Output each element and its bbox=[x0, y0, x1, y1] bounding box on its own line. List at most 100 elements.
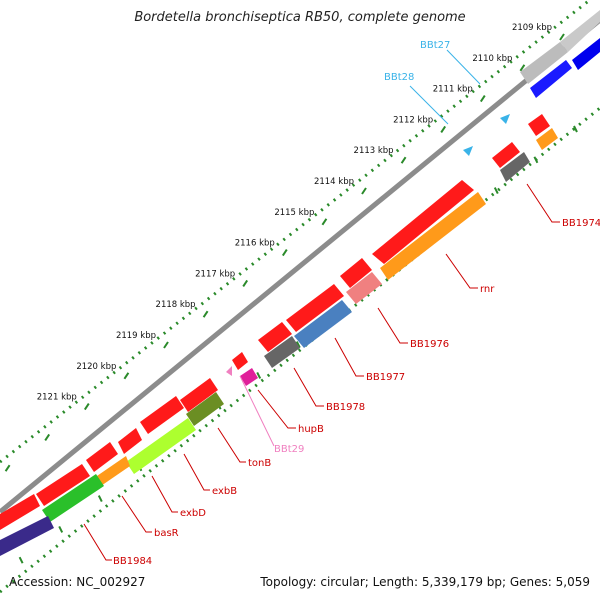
gene-block bbox=[126, 418, 196, 474]
leader-line bbox=[409, 85, 449, 125]
gene-arrow bbox=[258, 322, 292, 352]
gene-block bbox=[0, 516, 54, 556]
ruler-tick bbox=[361, 187, 367, 195]
genome-backbone bbox=[0, 18, 600, 514]
leader-line bbox=[83, 523, 112, 561]
accession-text: Accession: NC_002927 bbox=[9, 575, 146, 589]
gene-arrow bbox=[340, 258, 372, 288]
ruler-tick bbox=[97, 495, 103, 503]
leader-line bbox=[445, 253, 478, 289]
ruler-tick bbox=[479, 95, 486, 103]
gene-block bbox=[500, 152, 530, 182]
leader-line bbox=[121, 495, 152, 533]
ruler-tick bbox=[123, 372, 130, 380]
ruler-tick bbox=[281, 249, 288, 257]
ruler-tick bbox=[4, 464, 11, 472]
ruler-label: 2114 kbp bbox=[314, 177, 354, 187]
ruler-label: 2121 kbp bbox=[37, 393, 77, 403]
ruler-label: 2120 kbp bbox=[76, 362, 116, 372]
leader-line bbox=[183, 453, 210, 491]
ruler-ticks bbox=[4, 33, 578, 564]
gene-block bbox=[42, 474, 104, 522]
gene-block bbox=[560, 10, 600, 52]
gene-block bbox=[240, 368, 258, 386]
gene-label: BB1978 bbox=[326, 402, 365, 413]
leader-line bbox=[239, 375, 275, 447]
gene-label: BB1984 bbox=[113, 556, 152, 567]
ruler-tick bbox=[295, 341, 301, 349]
gene-arrow bbox=[36, 464, 90, 506]
ruler-labels: 2109 kbp 2110 kbp 2111 kbp 2112 kbp 2113 kbp… bbox=[37, 23, 552, 403]
inner-dotted-track bbox=[0, 106, 600, 594]
ruler-tick bbox=[321, 218, 328, 226]
leader-line bbox=[334, 337, 364, 377]
gene-label: BB1974 bbox=[562, 218, 600, 229]
ruler-tick bbox=[18, 556, 24, 564]
feature-labels: BBt27 BBt28 BBt29 BB1974 rnr BB1976 BB19… bbox=[113, 40, 600, 567]
leader-line bbox=[151, 475, 178, 513]
ruler-tick bbox=[440, 125, 447, 133]
trna-marker bbox=[500, 114, 510, 124]
leader-line bbox=[526, 183, 560, 223]
gene-arrow bbox=[528, 114, 550, 136]
leader-line bbox=[257, 389, 296, 429]
gene-block bbox=[530, 60, 572, 98]
gene-label: BB1977 bbox=[366, 372, 405, 383]
ruler-label: 2111 kbp bbox=[433, 85, 473, 95]
ruler-label: 2119 kbp bbox=[116, 331, 156, 341]
gene-block bbox=[264, 336, 300, 368]
gene-label: exbD bbox=[180, 508, 206, 519]
gene-arrow bbox=[118, 428, 142, 454]
ruler-tick bbox=[242, 279, 249, 287]
ruler-label: 2112 kbp bbox=[393, 115, 433, 125]
ruler-label: 2110 kbp bbox=[472, 54, 512, 64]
ruler-tick bbox=[533, 156, 539, 164]
gene-block bbox=[520, 42, 568, 84]
gene-label: hupB bbox=[298, 424, 324, 435]
ruler-tick bbox=[44, 433, 51, 441]
ruler-tick bbox=[400, 156, 407, 164]
outer-dotted-track bbox=[0, 0, 593, 464]
gene-arrow bbox=[0, 494, 40, 530]
leader-line bbox=[217, 427, 246, 463]
ruler-tick bbox=[559, 33, 565, 41]
map-title: Bordetella bronchiseptica RB50, complete… bbox=[134, 10, 466, 25]
ruler-label: 2113 kbp bbox=[354, 146, 394, 156]
trna-marker bbox=[226, 366, 232, 376]
ruler-tick bbox=[256, 371, 262, 379]
trna-marker bbox=[463, 146, 473, 156]
ruler-label: 2115 kbp bbox=[274, 208, 314, 218]
trna-label: BBt29 bbox=[274, 444, 304, 455]
ruler-tick bbox=[573, 125, 578, 133]
ruler-tick bbox=[83, 403, 90, 411]
gene-label: exbB bbox=[212, 486, 237, 497]
ruler-tick bbox=[58, 525, 64, 533]
gene-arrow bbox=[86, 442, 118, 472]
gene-features bbox=[0, 10, 600, 556]
leader-line bbox=[446, 49, 481, 85]
gene-label: BB1976 bbox=[410, 339, 449, 350]
ruler-tick bbox=[519, 64, 526, 72]
ruler-tick bbox=[493, 187, 499, 195]
ruler-tick bbox=[202, 310, 209, 318]
gene-block bbox=[380, 192, 486, 280]
gene-arrow bbox=[286, 284, 344, 332]
leader-line bbox=[377, 307, 408, 344]
gene-block bbox=[346, 272, 382, 304]
gene-block bbox=[186, 392, 224, 426]
gene-block bbox=[294, 300, 352, 348]
leader-line bbox=[293, 367, 324, 407]
ruler-tick bbox=[163, 341, 169, 349]
gene-label: tonB bbox=[248, 458, 271, 469]
ruler-label: 2109 kbp bbox=[512, 23, 552, 33]
gene-block bbox=[94, 456, 130, 488]
gene-arrow bbox=[372, 180, 474, 264]
trna-label: BBt27 bbox=[420, 40, 450, 51]
gene-arrow bbox=[140, 396, 184, 434]
gene-block bbox=[572, 38, 600, 70]
gene-arrow bbox=[232, 352, 248, 370]
ruler-label: 2117 kbp bbox=[195, 269, 235, 279]
gene-label: basR bbox=[154, 528, 179, 539]
trna-label: BBt28 bbox=[384, 72, 414, 83]
